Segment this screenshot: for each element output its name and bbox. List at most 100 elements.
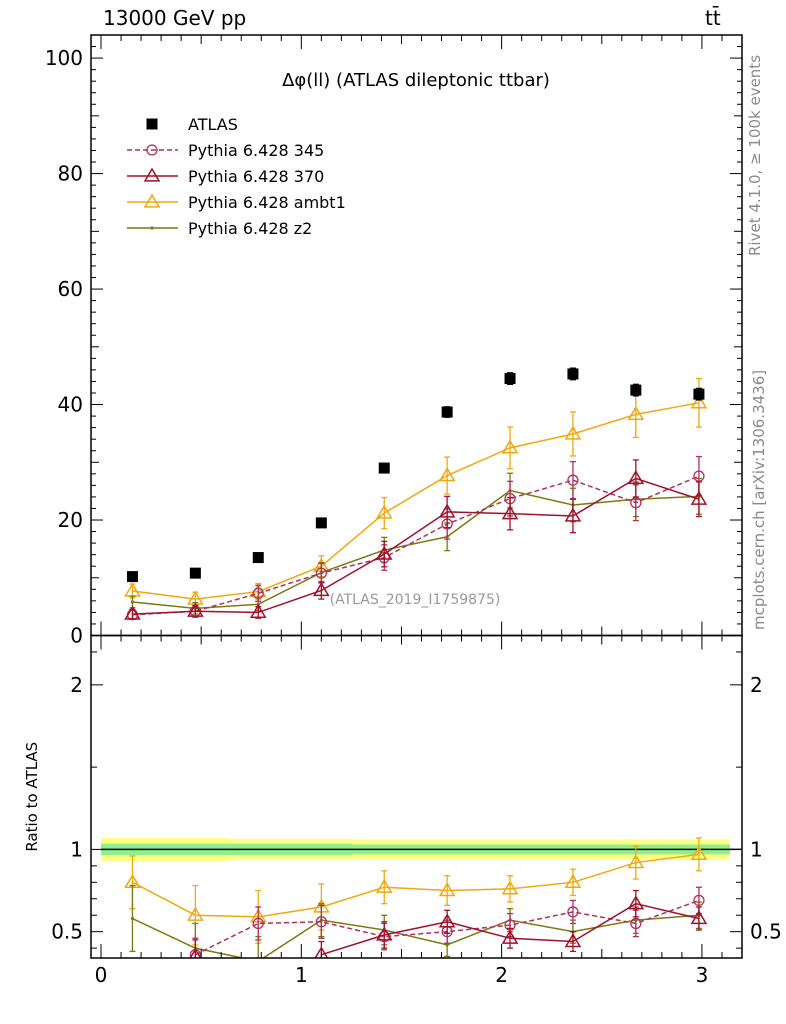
main-point-ambt1	[438, 467, 456, 482]
main-plot-marks	[124, 367, 708, 621]
main-y-tick-label: 20	[58, 508, 83, 532]
ratio-y-tick-label: 0.5	[51, 920, 83, 944]
main-point-p370	[690, 490, 708, 505]
ratio-y-tick-label-right: 0.5	[750, 920, 782, 944]
ratio-point-p370	[375, 926, 393, 941]
main-point-ambt1	[375, 504, 393, 519]
main-line-z2	[132, 489, 699, 610]
ratio-point-p370	[564, 933, 582, 948]
axis-labels: 0 20 40 60 80 100 0 1 2 3 0.5 0.5 1 1 2 2 Ratio to ATLAS…	[23, 46, 782, 987]
plot-title: Δφ(ll) (ATLAS dileptonic ttbar)	[282, 70, 550, 91]
x-tick-label: 1	[295, 963, 308, 987]
ratio-point-ambt1	[501, 880, 519, 895]
main-point-ambt1	[564, 425, 582, 440]
main-line-p370	[132, 477, 700, 615]
main-line-ambt1	[132, 402, 700, 600]
axes	[90, 34, 743, 959]
main-point-p345	[567, 474, 579, 486]
main-point-p370	[375, 545, 393, 560]
legend-marker-p345	[146, 144, 158, 156]
ratio-uncertainty-band	[101, 837, 742, 861]
main-y-tick-label: 80	[58, 162, 83, 186]
process-label: tt̄	[705, 6, 721, 30]
x-tick-label: 0	[95, 963, 108, 987]
main-point-p345	[252, 587, 264, 599]
main-point-atlas	[441, 406, 453, 418]
x-tick-label: 2	[495, 963, 508, 987]
ratio-point-z2	[130, 916, 135, 921]
ratio-line-p345	[195, 899, 700, 956]
ratio-point-p345	[630, 917, 642, 930]
ratio-point-p370	[501, 929, 519, 944]
main-point-p345	[630, 497, 642, 509]
ratio-point-ambt1	[375, 878, 393, 893]
ratio-y-axis-label: Ratio to ATLAS	[23, 742, 41, 852]
main-line-p345	[132, 475, 700, 616]
legend-label-atlas: ATLAS	[188, 115, 238, 134]
ratio-point-p345	[252, 917, 264, 930]
main-point-z2	[130, 600, 135, 604]
main-point-ambt1	[627, 405, 645, 421]
ratio-point-ambt1	[564, 873, 582, 888]
ratio-point-ambt1	[690, 845, 708, 860]
ratio-y-tick-label: 2	[70, 673, 83, 697]
main-point-atlas	[189, 567, 201, 579]
main-point-p370	[249, 603, 267, 619]
legend-marker-p370	[143, 167, 161, 182]
ratio-point-p370	[314, 946, 329, 958]
main-y-tick-label: 40	[58, 393, 83, 417]
ratio-y-tick-label: 1	[70, 837, 83, 861]
main-point-p345	[693, 470, 705, 482]
main-point-p370	[313, 581, 330, 597]
ratio-y-tick-label-right: 2	[750, 673, 763, 697]
ratio-line-z2	[132, 914, 699, 958]
main-point-atlas	[378, 462, 390, 474]
legend-marker-atlas	[146, 118, 158, 130]
legend-label-z2: Pythia 6.428 z2	[188, 219, 312, 238]
main-point-ambt1	[690, 394, 708, 409]
main-point-atlas	[504, 373, 516, 385]
main-point-ambt1	[501, 439, 519, 454]
ratio-point-p370	[690, 910, 708, 925]
x-tick-label: 3	[696, 963, 709, 987]
main-y-tick-label: 60	[58, 277, 83, 301]
main-y-tick-label: 0	[70, 624, 83, 648]
ratio-line-ambt1	[132, 853, 700, 918]
ratio-point-z2	[445, 943, 449, 947]
ratio-plot-marks	[124, 837, 708, 963]
ratio-point-p370	[189, 947, 202, 958]
main-point-p345	[315, 567, 328, 579]
main-point-atlas	[567, 368, 579, 380]
main-point-atlas	[630, 384, 642, 396]
ratio-point-ambt1	[187, 906, 204, 921]
main-point-atlas	[252, 552, 264, 564]
legend-marker-z2	[150, 226, 154, 230]
ratio-point-p345	[693, 894, 705, 907]
ratio-point-ambt1	[438, 882, 456, 897]
legend-label-p370: Pythia 6.428 370	[188, 167, 324, 186]
ratio-point-z2	[257, 960, 260, 963]
ratio-y-tick-label-right: 1	[750, 837, 763, 861]
main-y-tick-label: 100	[45, 46, 83, 70]
main-point-atlas	[315, 517, 327, 529]
ratio-point-p370	[438, 913, 456, 928]
main-point-p370	[124, 605, 141, 620]
main-point-p370	[187, 602, 204, 617]
ratio-point-p370	[627, 895, 645, 910]
ratio-point-p345	[567, 906, 579, 918]
legend: ATLAS Pythia 6.428 345 Pythia 6.428 370 Pyt…	[127, 115, 346, 238]
main-point-p370	[564, 507, 582, 522]
main-point-atlas	[126, 571, 138, 583]
legend-label-ambt1: Pythia 6.428 ambt1	[188, 193, 346, 212]
main-point-p370	[627, 469, 645, 485]
ratio-frame	[90, 634, 743, 959]
main-point-p370	[438, 503, 456, 518]
ratio-point-ambt1	[627, 854, 645, 869]
legend-marker-ambt1	[143, 193, 161, 208]
energy-label: 13000 GeV pp	[103, 6, 247, 30]
main-point-p370	[501, 505, 519, 520]
analysis-id-watermark: (ATLAS_2019_I1759875)	[330, 592, 501, 608]
ratio-point-p345	[315, 916, 328, 928]
legend-label-p345: Pythia 6.428 345	[188, 141, 324, 160]
